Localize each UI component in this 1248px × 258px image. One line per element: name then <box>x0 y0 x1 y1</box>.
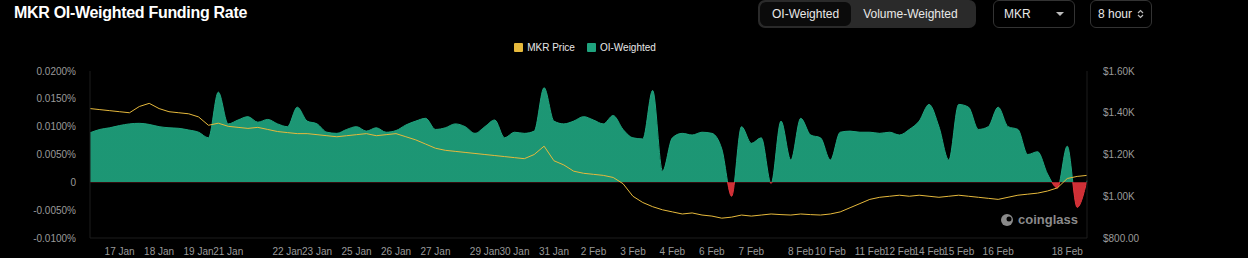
svg-text:25 Jan: 25 Jan <box>342 246 372 257</box>
html-text:Volume-Weighted: Volume-Weighted <box>863 7 958 21</box>
svg-text:-0.0050%: -0.0050% <box>33 205 76 216</box>
svg-text:0.0100%: 0.0100% <box>37 121 77 132</box>
svg-text:$800.00: $800.00 <box>1103 233 1140 244</box>
svg-text:0: 0 <box>70 177 76 188</box>
svg-text:29 Jan: 29 Jan <box>470 246 500 257</box>
svg-text:15 Feb: 15 Feb <box>943 246 975 257</box>
svg-text:21 Jan: 21 Jan <box>213 246 243 257</box>
svg-text:31 Jan: 31 Jan <box>539 246 569 257</box>
svg-text:0.0050%: 0.0050% <box>37 149 77 160</box>
html-text:8 hour: 8 hour <box>1098 7 1132 21</box>
svg-text:11 Feb: 11 Feb <box>855 246 886 257</box>
svg-text:7 Feb: 7 Feb <box>739 246 765 257</box>
svg-text:17 Jan: 17 Jan <box>105 246 135 257</box>
svg-text:23 Jan: 23 Jan <box>302 246 332 257</box>
svg-text:0.0150%: 0.0150% <box>37 93 77 104</box>
html-text:OI-Weighted: OI-Weighted <box>772 7 840 21</box>
html-text:MKR Price: MKR Price <box>527 42 575 53</box>
svg-text:10 Feb: 10 Feb <box>815 246 847 257</box>
svg-text:0.0200%: 0.0200% <box>37 66 77 77</box>
html-text:OI-Weighted: OI-Weighted <box>599 42 656 53</box>
svg-text:3 Feb: 3 Feb <box>620 246 646 257</box>
svg-text:14 Feb: 14 Feb <box>913 246 945 257</box>
svg-text:12 Feb: 12 Feb <box>884 246 916 257</box>
svg-text:8 Feb: 8 Feb <box>788 246 814 257</box>
svg-text:$1.20K: $1.20K <box>1103 149 1135 160</box>
svg-text:2 Feb: 2 Feb <box>581 246 607 257</box>
svg-text:18 Feb: 18 Feb <box>1052 246 1084 257</box>
svg-text:-0.0100%: -0.0100% <box>33 233 76 244</box>
svg-text:30 Jan: 30 Jan <box>499 246 529 257</box>
svg-text:$1.40K: $1.40K <box>1103 107 1135 118</box>
html-text:MKR: MKR <box>1004 7 1031 21</box>
svg-text:4 Feb: 4 Feb <box>660 246 686 257</box>
svg-text:$1.00K: $1.00K <box>1103 191 1135 202</box>
svg-text:19 Jan: 19 Jan <box>184 246 214 257</box>
html-text:coinglass: coinglass <box>1018 212 1078 227</box>
svg-text:6 Feb: 6 Feb <box>699 246 725 257</box>
svg-text:22 Jan: 22 Jan <box>272 246 302 257</box>
svg-text:18 Jan: 18 Jan <box>144 246 174 257</box>
svg-text:$1.60K: $1.60K <box>1103 66 1135 77</box>
html-text:MKR OI-Weighted Funding Rate: MKR OI-Weighted Funding Rate <box>14 4 248 21</box>
svg-text:26 Jan: 26 Jan <box>381 246 411 257</box>
svg-text:27 Jan: 27 Jan <box>420 246 450 257</box>
svg-text:16 Feb: 16 Feb <box>983 246 1015 257</box>
